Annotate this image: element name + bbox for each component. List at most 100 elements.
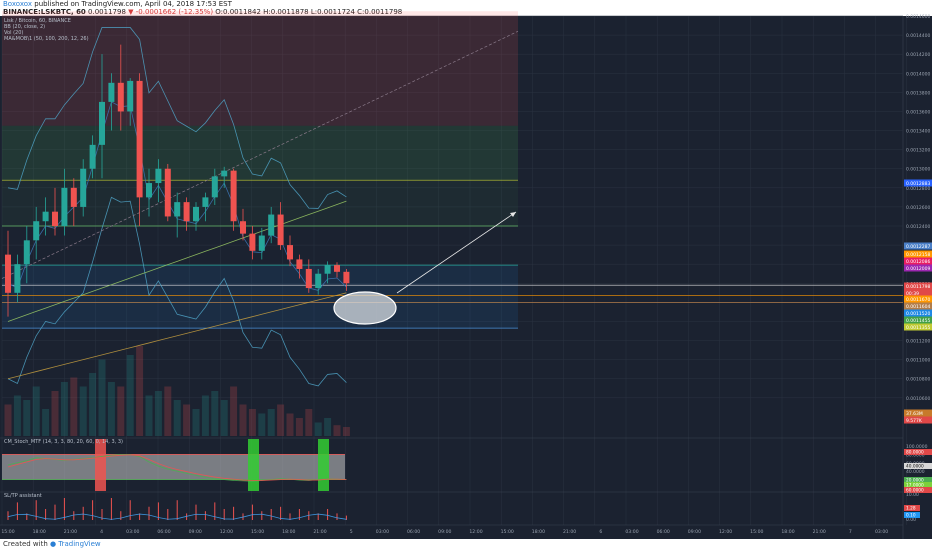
price-tag-label: 37.63M <box>906 411 923 417</box>
volume-bar <box>183 404 191 436</box>
stoch-tick-label: 40.0000 <box>906 469 925 475</box>
candle-body <box>23 240 30 265</box>
sltp-line <box>7 513 347 520</box>
price-tick-label: 0.0010600 <box>906 396 930 402</box>
price-tag <box>904 179 932 187</box>
candle-body <box>14 264 21 293</box>
candle-body <box>324 265 331 274</box>
volume-bar <box>305 409 313 436</box>
time-tick-label: 5 <box>350 529 353 535</box>
candle-body <box>108 82 115 102</box>
legend-vol[interactable]: Vol (20) <box>4 30 24 36</box>
time-tick-label: 03:00 <box>875 529 888 535</box>
candle-body <box>174 202 181 217</box>
candles <box>5 44 350 317</box>
legend-ma[interactable]: MA&MOB\1 (50, 100, 200, 12, 26) <box>4 36 89 42</box>
volume-bar <box>201 395 209 436</box>
price-tag-label: 0.0012086 <box>906 259 930 265</box>
candle-body <box>277 214 284 246</box>
price-tag-label: 0.0011604 <box>906 304 930 310</box>
sltp-tick-label: 10.00 <box>906 492 919 498</box>
price-tick-label: 0.0012400 <box>906 224 930 230</box>
publish-header: Boxoxox published on TradingView.com, Ap… <box>0 0 932 16</box>
price-tick-label: 0.0014000 <box>906 71 930 77</box>
stoch-tag-label: 20.0000 <box>906 478 924 484</box>
stoch-legend[interactable]: CM_Stoch_MTF (14, 3, 3, 80, 20, 60, 0, 1… <box>4 439 123 445</box>
stoch-tag <box>904 487 932 493</box>
price-zone <box>2 125 518 181</box>
price-tick-label: 0.0012800 <box>906 186 930 192</box>
stoch-signal-bar <box>95 439 106 491</box>
volume-bars <box>4 346 350 436</box>
target-ellipse <box>333 291 397 325</box>
price-tag <box>904 309 932 317</box>
candle-body <box>99 101 105 145</box>
price-tag-label: 0.0011355 <box>906 325 930 331</box>
candle-body <box>211 176 218 198</box>
price-tag-label: 0.0012287 <box>906 244 930 250</box>
volume-bar <box>136 346 144 436</box>
ma-50-line <box>7 200 347 322</box>
time-tick-label: 15:00 <box>251 529 264 535</box>
candle-body <box>146 183 152 198</box>
volume-bar <box>60 382 68 436</box>
time-tick-label: 09:00 <box>438 529 451 535</box>
time-tick-label: 03:00 <box>126 529 139 535</box>
candle-body <box>193 206 199 222</box>
candle-body <box>334 265 340 272</box>
price-tag-label: 0.0011455 <box>906 318 930 324</box>
sltp-axis: 10.00 0.00 1.280.10 <box>904 492 920 523</box>
candle-body <box>33 221 40 241</box>
grid-lines <box>1 15 908 525</box>
sltp-tag-label: 1.28 <box>906 506 916 512</box>
last-price: 0.0011798 <box>88 8 126 16</box>
volume-bar <box>267 409 275 436</box>
ohlc-values: O:0.0011842 H:0.0011878 L:0.0011724 C:0.… <box>215 8 403 16</box>
volume-bar <box>13 395 21 436</box>
candle-body <box>221 170 228 177</box>
time-tick-label: 03:00 <box>376 529 389 535</box>
time-tick-label: 21:00 <box>813 529 826 535</box>
candle-body <box>155 168 162 184</box>
candle-body <box>202 197 209 207</box>
candle-body <box>240 221 246 234</box>
price-tag-label: 0.0012158 <box>906 252 930 258</box>
sltp-legend[interactable]: SL/TP assistant <box>4 493 42 499</box>
price-change: -0.0001662 (-12.35%) <box>135 8 214 16</box>
price-tag <box>904 295 932 303</box>
volume-bar <box>154 391 162 436</box>
price-tick-label: 0.0013000 <box>906 167 930 173</box>
stoch-tick-label: 100.0000 <box>906 444 928 450</box>
price-tag <box>904 257 932 265</box>
price-tag-label: 00:39 <box>906 291 919 297</box>
volume-bar <box>32 386 40 436</box>
volume-bar <box>51 391 59 436</box>
price-tick-label: 0.0014400 <box>906 33 930 39</box>
price-tick-label: 0.0010800 <box>906 377 930 383</box>
time-tick-label: 15:00 <box>1 529 14 535</box>
time-tick-label: 18:00 <box>532 529 545 535</box>
stoch-tag-label: 60.0000 <box>906 488 924 494</box>
time-tick-label: 21:00 <box>563 529 576 535</box>
price-tick-label: 0.0012600 <box>906 205 930 211</box>
tradingview-logo[interactable]: ● TradingView <box>50 540 101 548</box>
volume-bar <box>324 418 332 436</box>
volume-bar <box>145 395 153 436</box>
time-tick-label: 21:00 <box>313 529 326 535</box>
volume-bar <box>126 355 134 436</box>
price-axis: 0.0014600 0.0014400 0.0014200 0.0014000 0.00… <box>904 14 932 424</box>
trend-line <box>1 30 519 279</box>
author-name[interactable]: Boxoxox <box>3 0 33 8</box>
legend-bb[interactable]: BB (20, close, 2) <box>4 24 46 30</box>
volume-bar <box>98 359 106 436</box>
legend-title[interactable]: Lisk / Bitcoin, 60, BINANCE <box>4 18 71 24</box>
volume-bar <box>295 418 303 436</box>
time-tick-label: 06:00 <box>407 529 420 535</box>
candle-body <box>183 202 190 222</box>
volume-bar <box>277 404 285 436</box>
stoch-tag-label: 17.0000 <box>906 483 924 489</box>
price-tag <box>904 302 932 310</box>
volume-bar <box>239 404 247 436</box>
candle-body <box>164 168 171 217</box>
